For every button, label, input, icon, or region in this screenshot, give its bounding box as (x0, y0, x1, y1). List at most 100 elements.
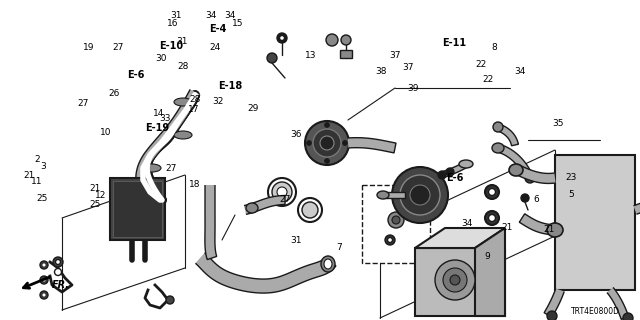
Ellipse shape (143, 164, 161, 172)
PathPatch shape (519, 214, 556, 235)
Text: 11: 11 (31, 177, 43, 186)
Text: E-6: E-6 (127, 70, 145, 80)
Text: 7: 7 (337, 243, 342, 252)
Text: 18: 18 (189, 180, 201, 189)
Text: E-4: E-4 (209, 24, 227, 34)
Circle shape (56, 260, 61, 265)
Circle shape (488, 188, 495, 196)
Text: 21: 21 (543, 225, 555, 234)
Circle shape (525, 173, 535, 183)
Text: 28: 28 (177, 62, 189, 71)
Circle shape (410, 185, 430, 205)
Circle shape (320, 136, 334, 150)
PathPatch shape (634, 192, 640, 214)
Text: 13: 13 (305, 52, 316, 60)
Text: 21: 21 (23, 171, 35, 180)
Bar (340, 50, 352, 58)
Circle shape (485, 211, 499, 225)
Text: 31: 31 (177, 37, 188, 46)
PathPatch shape (441, 163, 467, 178)
PathPatch shape (607, 287, 628, 319)
Bar (110, 178, 165, 240)
Circle shape (521, 194, 529, 202)
PathPatch shape (499, 125, 518, 146)
Text: 39: 39 (407, 84, 419, 93)
Text: 23: 23 (565, 173, 577, 182)
Text: 33: 33 (159, 114, 171, 123)
Circle shape (400, 175, 440, 215)
Text: 25: 25 (36, 194, 47, 203)
Ellipse shape (277, 187, 287, 197)
Circle shape (342, 140, 348, 146)
Circle shape (277, 33, 287, 43)
Text: 37: 37 (403, 63, 414, 72)
PathPatch shape (205, 185, 217, 260)
Text: 36: 36 (290, 130, 301, 139)
Circle shape (42, 293, 46, 297)
Text: 25: 25 (89, 200, 100, 209)
Circle shape (493, 122, 503, 132)
Text: 27: 27 (166, 164, 177, 173)
PathPatch shape (195, 253, 336, 293)
Circle shape (40, 276, 48, 284)
Ellipse shape (246, 203, 258, 213)
Circle shape (166, 296, 174, 304)
Text: 32: 32 (212, 97, 223, 106)
Circle shape (450, 275, 460, 285)
Circle shape (623, 313, 633, 320)
Text: 34: 34 (205, 11, 217, 20)
Text: 30: 30 (156, 54, 167, 63)
Circle shape (267, 53, 277, 63)
Text: 6: 6 (534, 196, 539, 204)
Text: 27: 27 (77, 99, 89, 108)
Text: 16: 16 (167, 20, 179, 28)
Text: 15: 15 (232, 20, 244, 28)
Text: E-19: E-19 (145, 123, 169, 133)
Circle shape (438, 171, 446, 179)
Circle shape (313, 129, 341, 157)
Text: E-10: E-10 (159, 41, 184, 52)
Circle shape (40, 291, 48, 299)
Ellipse shape (174, 131, 192, 139)
Circle shape (392, 167, 448, 223)
Circle shape (388, 212, 404, 228)
Circle shape (392, 216, 400, 224)
Circle shape (488, 214, 495, 221)
Circle shape (326, 34, 338, 46)
Circle shape (341, 35, 351, 45)
Text: 34: 34 (461, 219, 473, 228)
Polygon shape (415, 228, 505, 248)
Ellipse shape (492, 143, 504, 153)
Text: 10: 10 (100, 128, 111, 137)
Text: 8: 8 (492, 43, 497, 52)
Text: 27: 27 (279, 195, 291, 204)
Text: E-11: E-11 (442, 38, 467, 48)
Circle shape (280, 36, 285, 41)
Text: 21: 21 (501, 223, 513, 232)
Ellipse shape (272, 182, 292, 202)
Text: 19: 19 (83, 43, 94, 52)
Ellipse shape (143, 192, 161, 200)
PathPatch shape (544, 289, 564, 317)
Circle shape (307, 140, 312, 146)
PathPatch shape (136, 89, 200, 208)
Text: 9: 9 (485, 252, 490, 261)
Text: 22: 22 (482, 75, 493, 84)
Text: 17: 17 (188, 105, 199, 114)
Ellipse shape (459, 160, 473, 168)
Circle shape (42, 278, 46, 282)
Circle shape (446, 168, 454, 176)
Circle shape (324, 158, 330, 164)
Circle shape (54, 268, 61, 276)
Text: 24: 24 (209, 43, 221, 52)
PathPatch shape (385, 191, 405, 198)
Circle shape (387, 237, 392, 243)
Circle shape (305, 121, 349, 165)
Ellipse shape (298, 198, 322, 222)
Ellipse shape (174, 98, 192, 106)
Bar (415, 248, 505, 316)
PathPatch shape (348, 138, 396, 153)
Text: 3: 3 (41, 162, 46, 171)
Text: 38: 38 (375, 68, 387, 76)
Circle shape (435, 260, 475, 300)
